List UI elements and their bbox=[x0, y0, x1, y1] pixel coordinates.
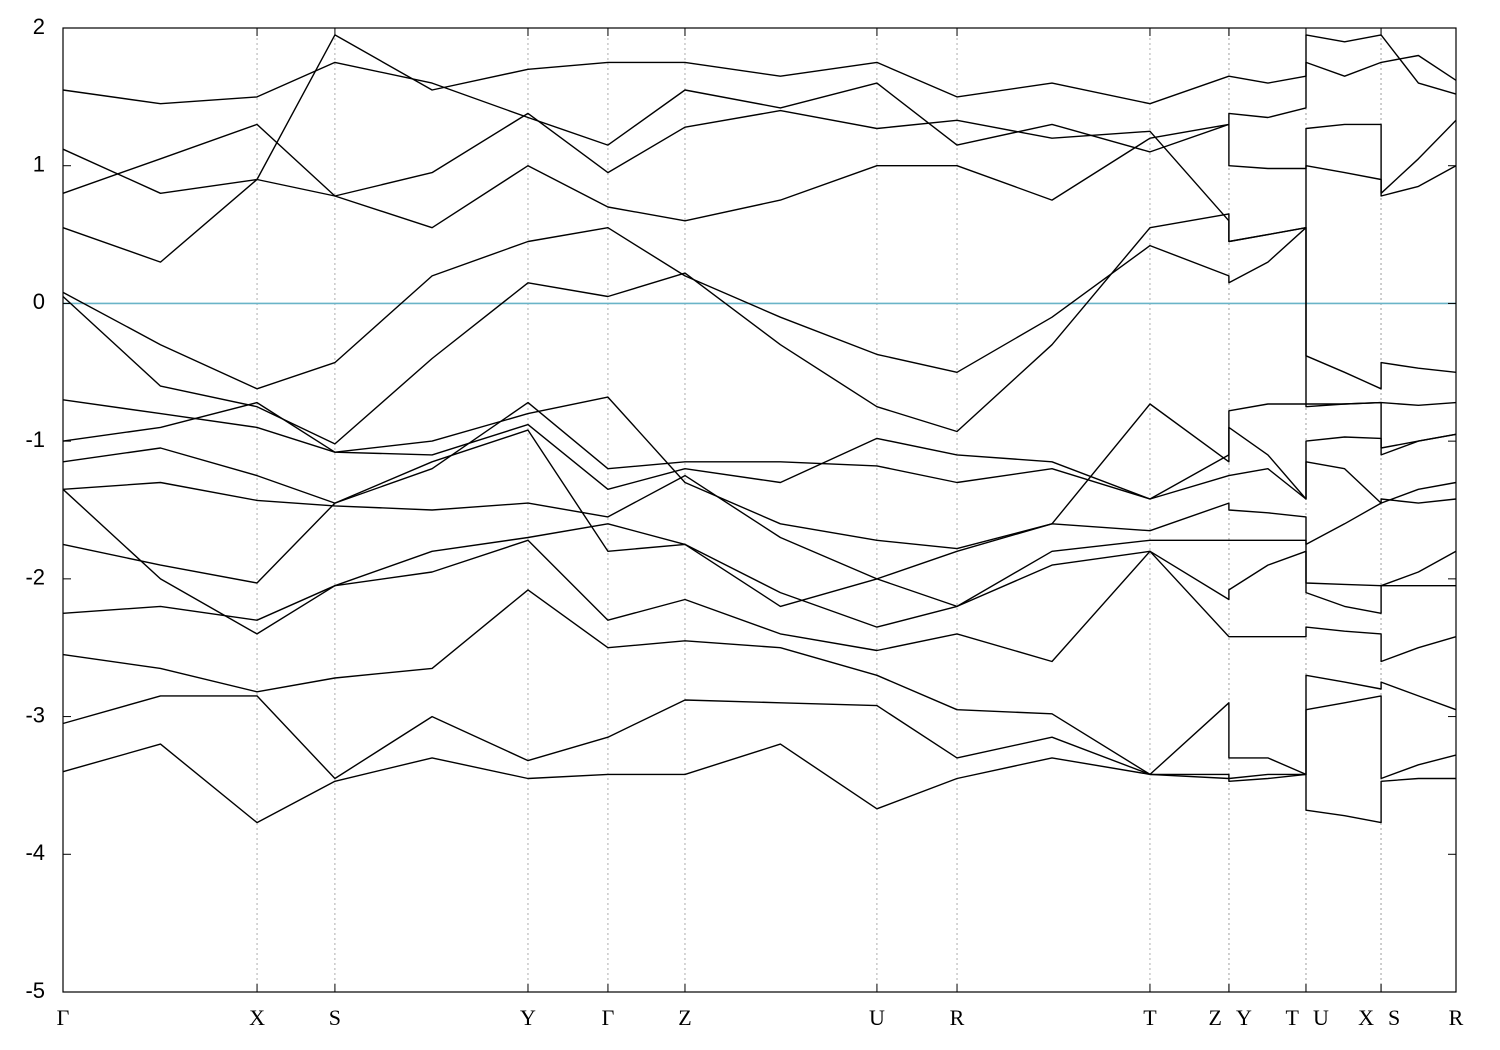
x-tick-label: X bbox=[249, 1005, 265, 1030]
band-line bbox=[62, 488, 1457, 635]
y-tick-label: -1 bbox=[25, 427, 45, 452]
band-line bbox=[62, 401, 1457, 504]
band-line bbox=[62, 401, 1457, 500]
y-tick-label: -3 bbox=[25, 702, 45, 727]
y-tick-label: 0 bbox=[33, 289, 45, 314]
bands bbox=[62, 34, 1457, 824]
band-line bbox=[62, 34, 1457, 194]
x-tick-label: R bbox=[950, 1005, 965, 1030]
x-tick-label: T bbox=[1143, 1005, 1157, 1030]
band-line bbox=[62, 123, 1457, 263]
x-tick-label: Z bbox=[678, 1005, 691, 1030]
x-tick-label: Γ bbox=[602, 1005, 615, 1030]
y-tick-label: -5 bbox=[25, 978, 45, 1003]
band-line bbox=[62, 539, 1457, 663]
band-line bbox=[62, 474, 1457, 580]
x-tick-label: T bbox=[1286, 1005, 1300, 1030]
band-line bbox=[62, 743, 1456, 824]
x-tick-label: Γ bbox=[57, 1005, 70, 1030]
band-line bbox=[62, 227, 1457, 390]
x-tick-label: U bbox=[1313, 1005, 1329, 1030]
x-tick-label: Z bbox=[1208, 1005, 1221, 1030]
x-tick-label: X bbox=[1358, 1005, 1374, 1030]
grid bbox=[62, 28, 1457, 992]
y-tick-label: 2 bbox=[33, 14, 45, 39]
y-tick-label: 1 bbox=[33, 152, 45, 177]
x-tick-label: S bbox=[329, 1005, 341, 1030]
band-line bbox=[62, 589, 1457, 776]
band-line bbox=[62, 109, 1457, 243]
band-line bbox=[62, 695, 1457, 780]
y-tick-label: -2 bbox=[25, 565, 45, 590]
x-tick-label: Y bbox=[520, 1005, 536, 1030]
band-line bbox=[62, 34, 1457, 153]
x-tick-label: S bbox=[1388, 1005, 1400, 1030]
plot-frame bbox=[62, 27, 1457, 993]
x-tick-label: U bbox=[869, 1005, 885, 1030]
band-line bbox=[62, 429, 1456, 628]
band-line bbox=[62, 396, 1457, 550]
x-tick-label: Y bbox=[1236, 1005, 1252, 1030]
x-tick-label: R bbox=[1449, 1005, 1464, 1030]
y-tick-label: -4 bbox=[25, 840, 45, 865]
